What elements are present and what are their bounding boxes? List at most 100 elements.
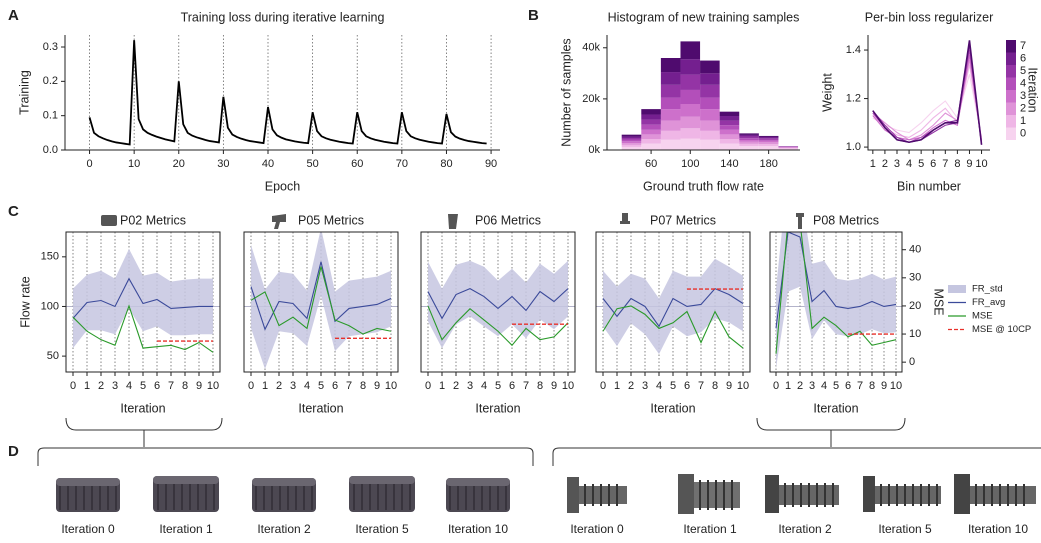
bar: [621, 139, 642, 142]
x-tick-label: 3: [642, 380, 648, 392]
x-tick-label: 7: [698, 380, 704, 392]
legend-label: 3: [1020, 90, 1026, 102]
x-tick-label: 6: [332, 380, 338, 392]
plot-area: [872, 40, 983, 145]
x-tick-label: 5: [495, 380, 501, 392]
x-tick-label: 4: [304, 380, 310, 392]
chart: P06 Metrics Iteration 0 1 2 3 4 5 6 7 8 9 10: [420, 213, 576, 415]
x-tick-label: 100: [681, 158, 699, 170]
x-tick-label: 5: [833, 380, 839, 392]
x-tick-label: 2: [276, 380, 282, 392]
bracket: [65, 417, 223, 447]
x-tick-label: 2: [628, 380, 634, 392]
line: [72, 304, 214, 353]
bar: [739, 134, 759, 137]
bar: [641, 143, 661, 150]
y2-tick-label: 40: [909, 244, 921, 256]
x-tick-label: 9: [881, 380, 887, 392]
y-axis-label: Weight: [820, 73, 834, 112]
y-tick-label: 50: [47, 350, 59, 362]
screw-photo: [678, 474, 740, 514]
bar: [680, 128, 701, 139]
screw-photo: [567, 477, 627, 513]
bar: [680, 104, 701, 117]
bar: [739, 143, 759, 147]
std-band: [428, 260, 568, 349]
bar: [758, 139, 779, 141]
line: [88, 40, 487, 146]
x-tick-label: 0: [70, 380, 76, 392]
bar: [660, 139, 681, 150]
x-axis-label: Epoch: [265, 179, 300, 193]
x-tick-label: 9: [726, 380, 732, 392]
legend-label: 4: [1020, 78, 1026, 90]
bar: [700, 73, 720, 85]
bar: [739, 146, 759, 150]
bar: [680, 138, 701, 150]
axes-frame: [65, 231, 221, 373]
x-tick-label: 4: [656, 380, 662, 392]
plot-area: [72, 248, 214, 353]
x-axis-label: Iteration: [813, 401, 858, 415]
x-tick-label: 6: [845, 380, 851, 392]
bar: [621, 143, 642, 145]
chart-title: P02 Metrics: [120, 213, 186, 227]
x-tick-label: 140: [720, 158, 738, 170]
chart-title: Training loss during iterative learning: [181, 10, 385, 24]
bar: [700, 130, 720, 140]
panel-label: C: [8, 203, 19, 220]
x-tick-label: 180: [759, 158, 777, 170]
x-tick-label: 9: [966, 158, 972, 170]
caption: Iteration 5: [878, 522, 932, 536]
x-tick-label: 80: [440, 158, 452, 170]
std-band: [603, 258, 743, 355]
chart-title: P08 Metrics: [813, 213, 879, 227]
legend-label: MSE: [972, 311, 993, 322]
x-tick-label: 3: [467, 380, 473, 392]
gear-photo: [153, 476, 219, 512]
axes-frame: [595, 231, 751, 373]
x-tick-label: 90: [485, 158, 497, 170]
y-tick-label: 40k: [582, 42, 600, 54]
y-axis-label: Flow rate: [18, 276, 32, 327]
bar: [758, 135, 779, 137]
x-axis-label: Iteration: [298, 401, 343, 415]
bar: [700, 84, 720, 98]
plot-area: [88, 40, 487, 146]
y-tick-label: 0k: [588, 144, 600, 156]
screw-icon: [796, 213, 804, 229]
x-tick-label: 8: [537, 380, 543, 392]
chart-title: Histogram of new training samples: [608, 10, 800, 24]
bar: [700, 60, 720, 74]
bar: [758, 144, 779, 147]
x-tick-label: 9: [374, 380, 380, 392]
x-tick-label: 40: [262, 158, 274, 170]
plot-area: [602, 258, 744, 355]
part-icons: [101, 213, 804, 229]
gear-photos: [56, 476, 510, 512]
y-tick-label: 150: [41, 251, 59, 263]
x-tick-label: 60: [351, 158, 363, 170]
bar: [680, 74, 701, 90]
chart: Training loss during iterative learning E…: [17, 10, 500, 193]
line: [250, 261, 392, 331]
x-tick-label: 2: [98, 380, 104, 392]
photo-captions: Iteration 0 Iteration 1 Iteration 2 Iter…: [61, 522, 1028, 536]
y-tick-label: 0.1: [43, 110, 58, 122]
bar: [621, 144, 642, 147]
x-tick-label: 1: [614, 380, 620, 392]
line: [775, 232, 897, 354]
bar: [700, 109, 720, 121]
x-tick-label: 4: [821, 380, 827, 392]
x-tick-label: 3: [809, 380, 815, 392]
bar: [680, 59, 701, 75]
legend-label: 7: [1020, 40, 1026, 52]
x-tick-label: 3: [894, 158, 900, 170]
caption: Iteration 2: [778, 522, 832, 536]
bar: [719, 143, 740, 150]
bar: [621, 136, 642, 138]
y-tick-label: 20k: [582, 93, 600, 105]
legend-label: 2: [1020, 103, 1026, 115]
bar: [680, 116, 701, 129]
